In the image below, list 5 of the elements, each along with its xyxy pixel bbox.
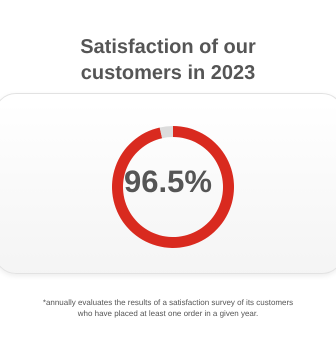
- text: *annually evaluates the results of a satisfaction survey of its customers who have placed at least one order in a given year.: [42, 297, 294, 319]
- donut-slice: [160, 126, 173, 138]
- data-label: 96.5%: [123, 164, 213, 200]
- chart-title: Satisfaction of our customers in 2023: [79, 35, 257, 86]
- donut-slice: [112, 126, 234, 248]
